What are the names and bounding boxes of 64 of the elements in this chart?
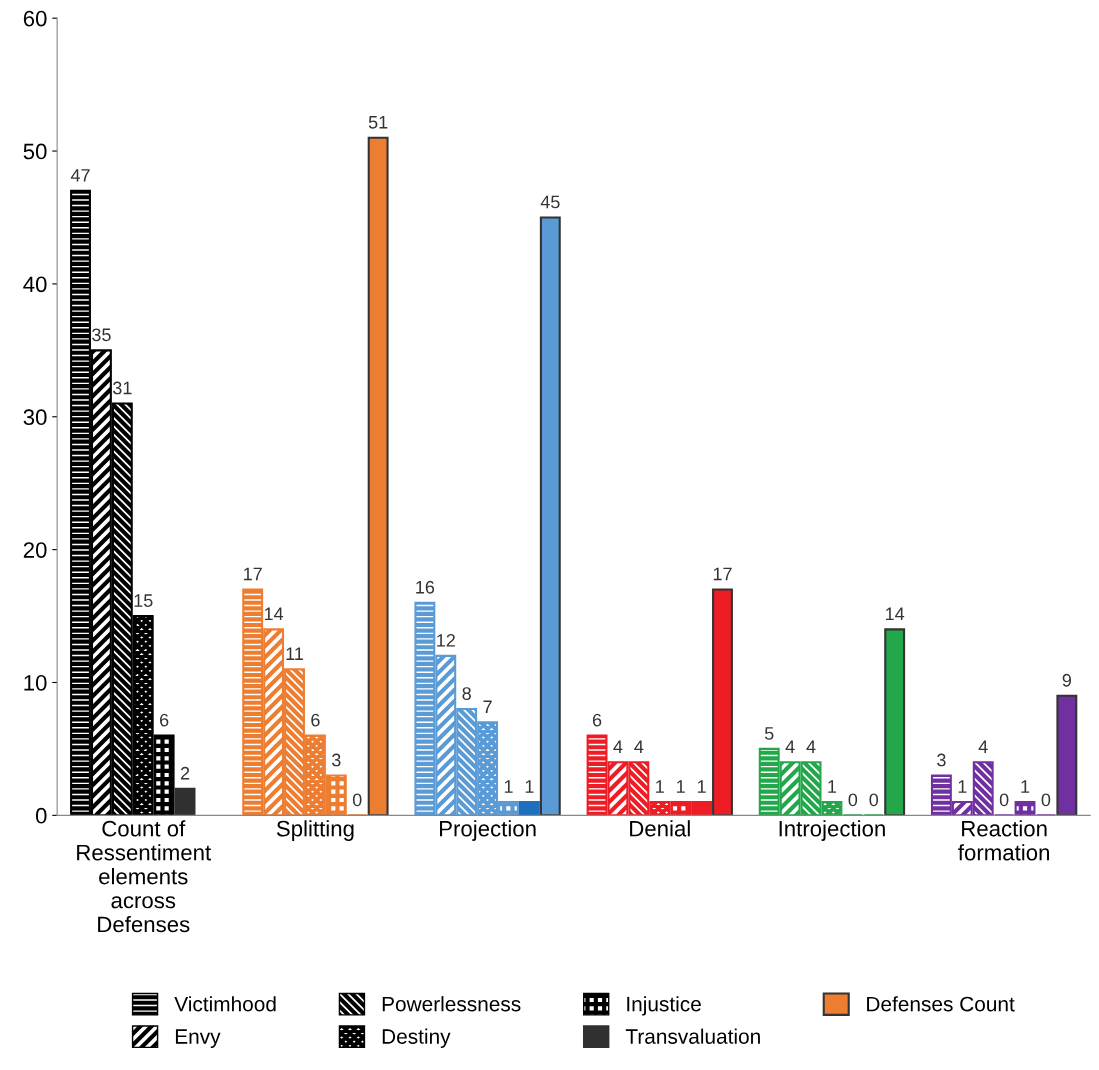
- data-label: 5: [764, 727, 774, 740]
- bar: [539, 216, 561, 816]
- data-label: 6: [160, 713, 169, 727]
- x-tick-label: Count of Ressentiment elements across Defenses: [77, 820, 212, 933]
- x-tick-label: Reaction formation: [958, 820, 1049, 861]
- data-label: 0: [1041, 793, 1051, 807]
- y-tick-label: 20: [23, 542, 47, 558]
- data-label: 9: [1062, 673, 1072, 687]
- data-label: 1: [656, 780, 664, 793]
- data-label: 0: [848, 793, 858, 807]
- data-label: 17: [244, 567, 262, 581]
- data-label: 1: [677, 780, 685, 793]
- bar: [518, 801, 540, 816]
- data-label: 16: [416, 580, 435, 594]
- data-label: 1: [958, 780, 967, 793]
- legend-label: Powerlessness: [382, 996, 521, 1012]
- y-tick-label: 60: [23, 10, 47, 27]
- data-label: 15: [134, 594, 153, 607]
- data-label: 35: [92, 328, 111, 342]
- data-label: 12: [437, 634, 455, 647]
- data-label: 6: [592, 713, 602, 727]
- x-tick-label: Splitting: [276, 820, 354, 841]
- legend-label: Destiny: [382, 1028, 451, 1048]
- data-label: 0: [869, 793, 879, 807]
- y-tick-label: 40: [23, 276, 47, 293]
- data-label: 14: [886, 607, 905, 621]
- data-label: 0: [999, 793, 1009, 807]
- data-label: 14: [264, 607, 284, 621]
- data-label: 1: [828, 780, 837, 793]
- data-label: 51: [368, 116, 388, 129]
- data-label: 6: [311, 713, 320, 727]
- y-tick-label: 10: [24, 675, 47, 691]
- data-label: 17: [713, 567, 732, 581]
- data-label: 0: [352, 793, 362, 807]
- x-tick-label: Denial: [630, 820, 690, 837]
- data-label: 7: [483, 700, 492, 714]
- legend-label: Envy: [175, 1029, 221, 1048]
- data-label: 4: [785, 740, 795, 753]
- data-label: 2: [180, 766, 190, 780]
- y-tick-label: 50: [23, 143, 47, 160]
- x-tick-label: Introjection: [779, 820, 885, 841]
- legend-label: Transvaluation: [625, 1028, 760, 1044]
- y-tick-label: 30: [23, 409, 47, 426]
- data-label: 3: [331, 753, 341, 767]
- legend-label: Defenses Count: [867, 996, 1015, 1012]
- data-label: 1: [697, 780, 706, 793]
- x-tick-label: Projection: [440, 820, 536, 841]
- data-label: 11: [286, 647, 303, 660]
- data-label: 31: [112, 381, 132, 395]
- data-label: 8: [462, 687, 471, 700]
- data-label: 45: [540, 195, 560, 209]
- data-label: 4: [806, 740, 816, 753]
- legend-label: Injustice: [627, 996, 701, 1016]
- data-label: 1: [504, 780, 513, 793]
- data-label: 4: [613, 740, 623, 753]
- data-label: 3: [937, 753, 946, 767]
- data-label: 4: [978, 740, 988, 753]
- data-label: 4: [634, 740, 644, 753]
- bar: [174, 787, 196, 816]
- data-label: 47: [70, 169, 90, 182]
- data-label: 1: [525, 780, 534, 793]
- legend-label: Victimhood: [174, 996, 276, 1012]
- y-tick-label: 0: [35, 807, 47, 824]
- data-label: 1: [1021, 780, 1030, 793]
